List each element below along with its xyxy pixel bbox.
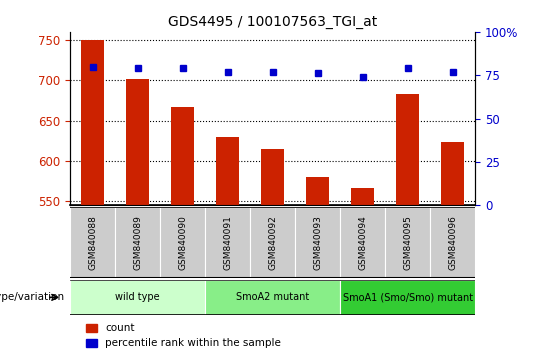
Text: GSM840093: GSM840093	[313, 215, 322, 270]
Bar	[340, 280, 475, 315]
Text: GSM840092: GSM840092	[268, 215, 277, 270]
Bar	[160, 207, 205, 278]
Text: GSM840088: GSM840088	[88, 215, 97, 270]
Bar	[70, 207, 115, 278]
Text: GSM840089: GSM840089	[133, 215, 142, 270]
Bar	[217, 137, 239, 205]
Legend: count, percentile rank within the sample: count, percentile rank within the sample	[86, 323, 281, 348]
Bar	[295, 207, 340, 278]
Bar	[250, 207, 295, 278]
Bar	[115, 207, 160, 278]
Text: SmoA1 (Smo/Smo) mutant: SmoA1 (Smo/Smo) mutant	[343, 292, 472, 302]
Text: GSM840095: GSM840095	[403, 215, 412, 270]
Text: GSM840090: GSM840090	[178, 215, 187, 270]
Text: GSM840091: GSM840091	[223, 215, 232, 270]
Bar	[430, 207, 475, 278]
Bar	[261, 149, 284, 205]
Bar	[385, 207, 430, 278]
Bar	[307, 177, 329, 205]
Bar	[126, 79, 149, 205]
Text: genotype/variation: genotype/variation	[0, 292, 65, 302]
Bar	[396, 94, 419, 205]
Text: GSM840094: GSM840094	[358, 215, 367, 270]
Text: SmoA2 mutant: SmoA2 mutant	[236, 292, 309, 302]
Title: GDS4495 / 100107563_TGI_at: GDS4495 / 100107563_TGI_at	[168, 16, 377, 29]
Bar	[205, 280, 340, 315]
Bar	[82, 40, 104, 205]
Bar	[442, 142, 464, 205]
Bar	[352, 188, 374, 205]
Text: GSM840096: GSM840096	[448, 215, 457, 270]
Bar	[172, 107, 194, 205]
Bar	[340, 207, 385, 278]
Bar	[70, 280, 205, 315]
Bar	[205, 207, 250, 278]
Text: wild type: wild type	[116, 292, 160, 302]
